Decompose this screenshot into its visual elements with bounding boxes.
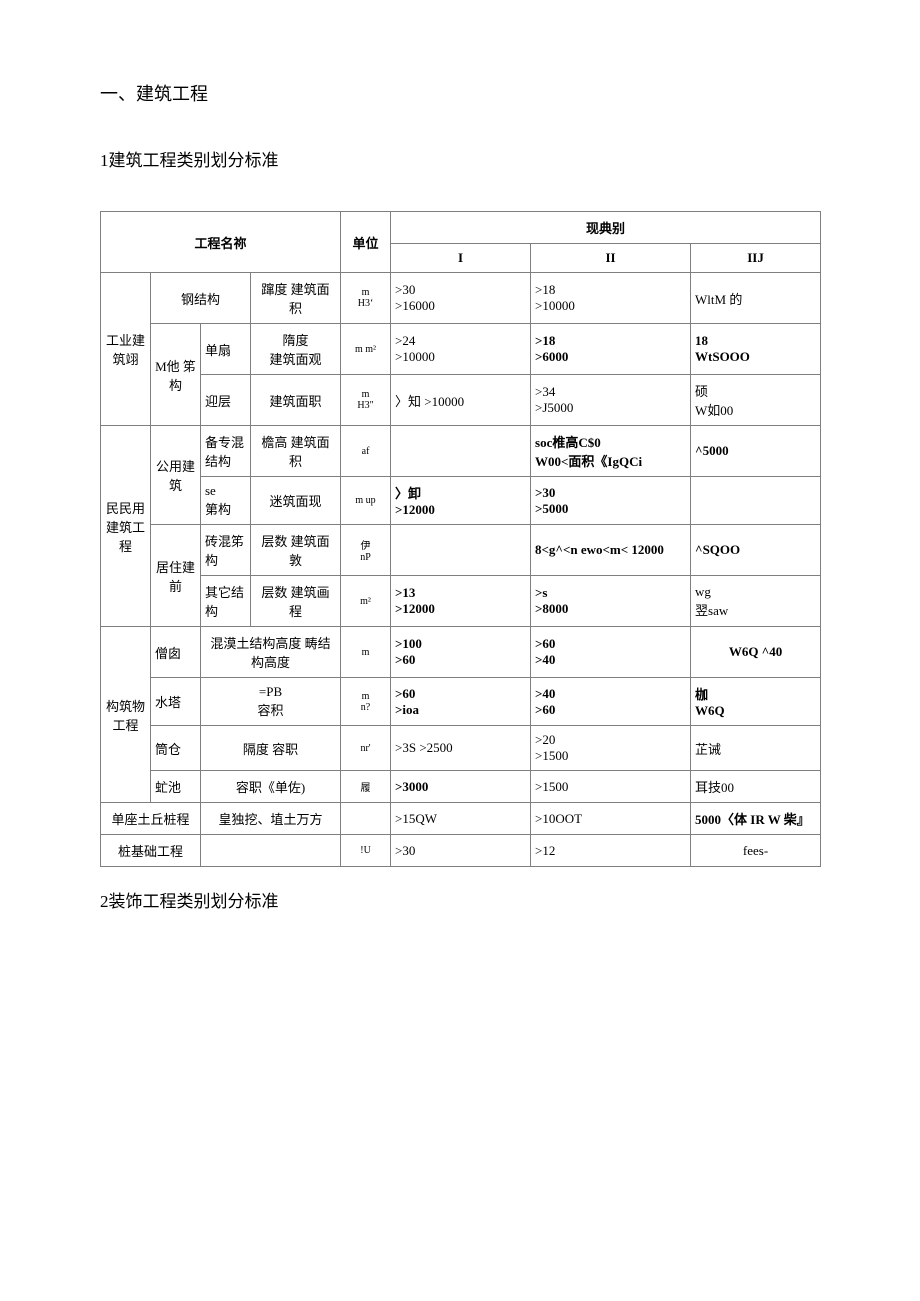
cell-v3-11: 耳技00 bbox=[691, 771, 821, 803]
cell-v2-12: >10OOT bbox=[531, 803, 691, 835]
cell-u4: af bbox=[341, 426, 391, 477]
cell-u6: 伊nP bbox=[341, 525, 391, 576]
cell-v2-4: soc椎高C$0W00<面积《IgQCi bbox=[531, 426, 691, 477]
cell-v2-3: >34>J5000 bbox=[531, 375, 691, 426]
cell-v3-8: W6Q ^40 bbox=[691, 627, 821, 678]
cell-v1-1: >30>16000 bbox=[391, 273, 531, 324]
cell-v1-13: >30 bbox=[391, 835, 531, 867]
cell-v3-9: 枷W6Q bbox=[691, 678, 821, 726]
cell-bb7: 其它结构 bbox=[201, 576, 251, 627]
cell-a4: 民民用建筑工程 bbox=[101, 426, 151, 627]
cell-c5: 迷筑面现 bbox=[251, 477, 341, 525]
cell-v1-8: >100>60 bbox=[391, 627, 531, 678]
cell-c10: 隔度 容职 bbox=[201, 726, 341, 771]
cell-v2-1: >18>10000 bbox=[531, 273, 691, 324]
cell-c8: 混漠土结构高度 畴结构高度 bbox=[201, 627, 341, 678]
hdr-cat: 现典别 bbox=[391, 212, 821, 244]
cell-v2-7: >s>8000 bbox=[531, 576, 691, 627]
cell-v2-10: >20>1500 bbox=[531, 726, 691, 771]
cell-c3: 建筑面职 bbox=[251, 375, 341, 426]
cell-b9: 水塔 bbox=[151, 678, 201, 726]
hdr-name: 工程名祢 bbox=[101, 212, 341, 273]
cell-u10: nr' bbox=[341, 726, 391, 771]
cell-v1-2: >24>10000 bbox=[391, 324, 531, 375]
cell-a8: 构筑物工程 bbox=[101, 627, 151, 803]
cell-v1-10: >3S >2500 bbox=[391, 726, 531, 771]
cell-b4: 公用建筑 bbox=[151, 426, 201, 525]
cell-bb2: 单扇 bbox=[201, 324, 251, 375]
hdr-c1: I bbox=[391, 244, 531, 273]
hdr-c2: II bbox=[531, 244, 691, 273]
cell-v1-11: >3000 bbox=[391, 771, 531, 803]
cell-u2: m m² bbox=[341, 324, 391, 375]
cell-bb6: 砖混笫构 bbox=[201, 525, 251, 576]
cell-u7: m² bbox=[341, 576, 391, 627]
cell-v3-4: ^5000 bbox=[691, 426, 821, 477]
cell-c11: 容职《单佐) bbox=[201, 771, 341, 803]
cell-c9: =PB容积 bbox=[201, 678, 341, 726]
cell-v2-2: >18>6000 bbox=[531, 324, 691, 375]
cell-c12: 皇独挖、埴土万方 bbox=[201, 803, 341, 835]
cell-v1-12: >15QW bbox=[391, 803, 531, 835]
cell-v3-10: 芷诫 bbox=[691, 726, 821, 771]
subsection-title-1: 1建筑工程类别划分标准 bbox=[100, 146, 820, 171]
cell-u1: mH3ʻ bbox=[341, 273, 391, 324]
cell-v3-3: 硕W如00 bbox=[691, 375, 821, 426]
cell-bb3: 迎层 bbox=[201, 375, 251, 426]
cell-u9: mn? bbox=[341, 678, 391, 726]
cell-u13: !U bbox=[341, 835, 391, 867]
cell-v1-4 bbox=[391, 426, 531, 477]
cell-u11: 履 bbox=[341, 771, 391, 803]
cell-bb4: 备专混结构 bbox=[201, 426, 251, 477]
subsection-title-2: 2装饰工程类别划分标准 bbox=[100, 887, 820, 912]
cell-a12: 单座土丘桩程 bbox=[101, 803, 201, 835]
cell-v2-9: >40>60 bbox=[531, 678, 691, 726]
cell-u5: m up bbox=[341, 477, 391, 525]
cell-v2-13: >12 bbox=[531, 835, 691, 867]
cell-c13 bbox=[201, 835, 341, 867]
cell-u12 bbox=[341, 803, 391, 835]
cell-v3-13: fees- bbox=[691, 835, 821, 867]
cell-c6: 层数 建筑面敦 bbox=[251, 525, 341, 576]
cell-v2-8: >60>40 bbox=[531, 627, 691, 678]
cell-c2: 隋度建筑面观 bbox=[251, 324, 341, 375]
section-title: 一、建筑工程 bbox=[100, 80, 820, 106]
cell-v3-5 bbox=[691, 477, 821, 525]
cell-bb5: se第构 bbox=[201, 477, 251, 525]
hdr-c3: IIJ bbox=[691, 244, 821, 273]
cell-a13: 桩基础工程 bbox=[101, 835, 201, 867]
cell-b6: 居住建前 bbox=[151, 525, 201, 627]
cell-v2-11: >1500 bbox=[531, 771, 691, 803]
cell-u3: mH3" bbox=[341, 375, 391, 426]
cell-v2-5: >30>5000 bbox=[531, 477, 691, 525]
cell-b8: 僧囱 bbox=[151, 627, 201, 678]
cell-a1: 工业建筑翊 bbox=[101, 273, 151, 426]
cell-c1: 蹿度 建筑面积 bbox=[251, 273, 341, 324]
hdr-unit: 单位 bbox=[341, 212, 391, 273]
cell-b2: M他 笫构 bbox=[151, 324, 201, 426]
cell-v1-5: 〉卸>12000 bbox=[391, 477, 531, 525]
classification-table: 工程名祢 单位 现典别 I II IIJ 工业建筑翊 钢结构 蹿度 建筑面积 m… bbox=[100, 211, 821, 867]
cell-v3-7: wg翌saw bbox=[691, 576, 821, 627]
cell-v1-6 bbox=[391, 525, 531, 576]
cell-v3-12: 5000〈体 IR W 柴』 bbox=[691, 803, 821, 835]
cell-c7: 层数 建筑画程 bbox=[251, 576, 341, 627]
cell-u8: m bbox=[341, 627, 391, 678]
cell-v1-3: 〉知 >10000 bbox=[391, 375, 531, 426]
cell-b10: 筒仓 bbox=[151, 726, 201, 771]
cell-b1: 钢结构 bbox=[151, 273, 251, 324]
cell-b11: 虻池 bbox=[151, 771, 201, 803]
cell-v1-9: >60>ioa bbox=[391, 678, 531, 726]
cell-v3-1: WltM 的 bbox=[691, 273, 821, 324]
cell-v1-7: >13>12000 bbox=[391, 576, 531, 627]
cell-v3-2: 18WtSOOO bbox=[691, 324, 821, 375]
cell-c4: 檐高 建筑面积 bbox=[251, 426, 341, 477]
cell-v3-6: ^SQOO bbox=[691, 525, 821, 576]
cell-v2-6: 8<g^<n ewo<m< 12000 bbox=[531, 525, 691, 576]
